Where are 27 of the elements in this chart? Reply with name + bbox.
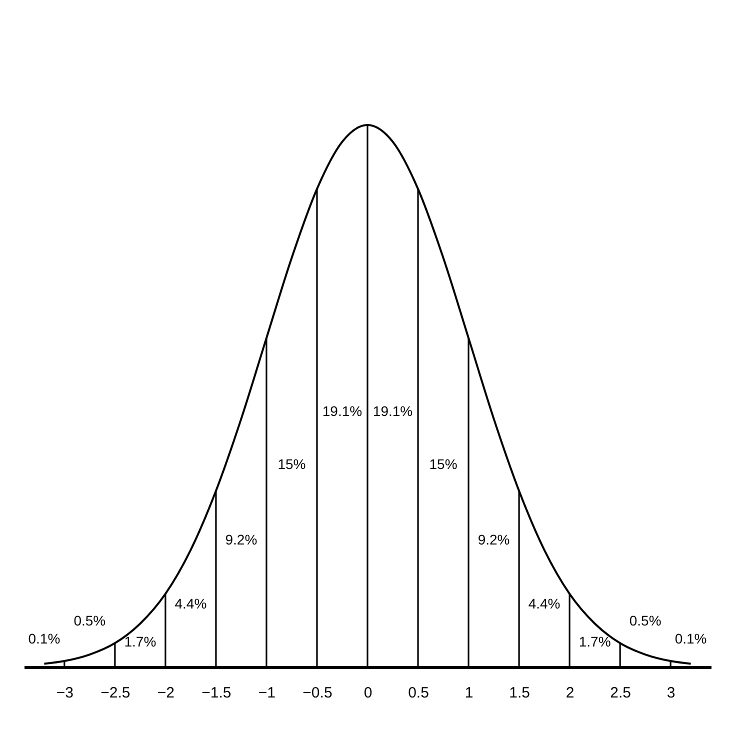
annotation: 0.1% <box>674 630 707 646</box>
x-tick-label: 2.5 <box>610 684 632 702</box>
x-tick-label: 1.5 <box>509 684 530 702</box>
x-tick-label: 3 <box>666 684 676 702</box>
annotation: 0.5% <box>629 612 662 628</box>
annotation: 4.4% <box>174 596 207 612</box>
annotation: 9.2% <box>478 532 510 548</box>
annotation: 0.1% <box>28 630 60 646</box>
x-tick-label: −1.5 <box>202 684 232 702</box>
x-tick-label: 0 <box>364 684 372 702</box>
x-tick-label: −1 <box>258 684 276 702</box>
annotation: 1.7% <box>578 634 611 650</box>
x-tick-label: 1 <box>464 684 474 702</box>
x-tick-label: −2.5 <box>100 684 130 702</box>
x-tick-label: −2 <box>157 684 174 702</box>
annotation: 0.5% <box>74 612 106 628</box>
x-tick-label: 0.5 <box>408 684 429 702</box>
x-tick-label: −0.5 <box>302 684 332 702</box>
annotation: 4.4% <box>528 596 560 612</box>
annotation: 15% <box>429 456 458 472</box>
x-tick-label: −3 <box>56 684 74 702</box>
annotation: 15% <box>278 456 306 472</box>
x-tick-label: 2 <box>566 684 574 702</box>
annotation: 1.7% <box>124 634 156 650</box>
annotation: 19.1% <box>322 402 362 419</box>
annotation: 9.2% <box>225 532 258 548</box>
annotation: 19.1% <box>372 402 413 419</box>
